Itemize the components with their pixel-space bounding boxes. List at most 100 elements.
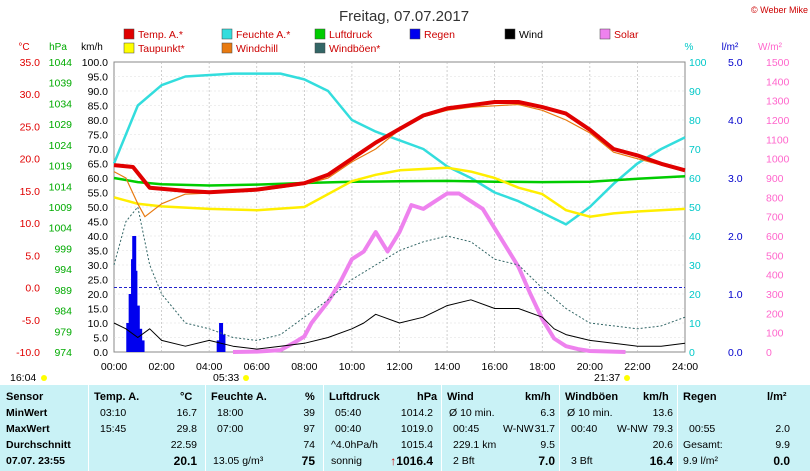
axis-tick-label: 100.0 [82,57,108,69]
x-tick-label: 08:00 [291,361,317,373]
table-col-pressure: Luftdruck hPa 05:40 00:40 ^4.0hPa/h sonn… [323,385,442,471]
temp-avg: 22.59 [170,439,197,451]
pressure-unit: hPa [417,391,438,403]
humidity-absolute: 13.05 g/m³ [213,455,264,467]
axis-tick-label: 35.0 [88,246,109,258]
axis-tick-label: 10.0 [88,318,109,330]
table-col-temp: Temp. A. °C 03:10 15:45 16.7 29.8 22.59 … [88,385,206,471]
temp-max-time: 15:45 [100,423,127,435]
sensor-header: Sensor [6,391,44,403]
axis-unit-label: W/m² [758,42,783,53]
pressure-current-value: 1016.4 [396,454,433,468]
axis-tick-label: 1.0 [728,289,743,301]
wind-min: 6.3 [540,407,555,419]
axis-unit-label: km/h [81,42,103,53]
legend-swatch [123,28,135,40]
axis-unit-label: °C [18,42,29,53]
axis-tick-label: 50 [689,202,701,214]
rain-total-today: 9.9 l/m² [683,455,719,467]
axis-tick-label: 10 [689,318,701,330]
axis-tick-label: 3.0 [728,173,743,185]
axis-tick-label: 85.0 [88,101,109,113]
rain-bar [221,334,226,352]
sunrise-time: 05:33 [213,372,239,384]
x-tick-label: 12:00 [386,361,412,373]
axis-tick-label: 90.0 [88,86,109,98]
pressure-header: Luftdruck [329,391,380,403]
trend-up-icon: ↑ [390,454,397,468]
axis-tick-label: 90 [689,86,701,98]
table-col-wind: Wind km/h Ø 10 min. 00:45 W-NW 229.1 km … [441,385,560,471]
axis-tick-label: 55.0 [88,188,109,200]
legend-label: Taupunkt* [138,43,185,55]
axis-tick-label: 999 [54,243,72,255]
gust-max: 79.3 [652,423,673,435]
rain-bar [216,340,221,352]
pressure-forecast: sonnig [331,455,362,467]
axis-tick-label: 1000 [766,154,790,166]
legend-swatch [314,42,326,54]
series-line-luftdruck [113,175,686,187]
axis-tick-label: 25.0 [88,275,109,287]
legend-label: Windchill [236,43,278,55]
row-label-max: MaxWert [6,423,50,435]
sunrise-marker [243,375,249,381]
axis-tick-label: 80 [689,115,701,127]
axis-tick-label: 1024 [49,140,73,152]
legend-swatch [314,28,326,40]
axis-tick-label: 400 [766,270,784,282]
humidity-unit: % [305,391,315,403]
axis-tick-label: 979 [54,326,72,338]
axis-tick-label: 65.0 [88,159,109,171]
humidity-max-time: 07:00 [217,423,244,435]
axis-tick-label: 20 [689,289,701,301]
temp-max: 29.8 [176,423,197,435]
legend-swatch [504,28,516,40]
sunset-marker [624,375,630,381]
x-tick-label: 00:00 [101,361,127,373]
table-col-sensor: Sensor MinWert MaxWert Durchschnitt 07.0… [0,385,89,471]
axis-tick-label: 1300 [766,96,790,108]
axis-tick-label: 35.0 [20,57,41,69]
axis-tick-label: 5.0 [728,57,743,69]
row-label-min: MinWert [6,407,48,419]
pressure-max-time: 00:40 [335,423,362,435]
axis-tick-label: 984 [54,306,72,318]
series-line-wind [113,299,686,350]
axis-tick-label: 70 [689,144,701,156]
rain-total-label: Gesamt: [683,439,723,451]
axis-tick-label: 700 [766,212,784,224]
humidity-header: Feuchte A. [211,391,267,403]
axis-tick-label: 30.0 [88,260,109,272]
sunset-time: 21:37 [594,372,620,384]
axis-tick-label: 0 [766,347,772,359]
legend-swatch [221,28,233,40]
x-tick-label: 04:00 [196,361,222,373]
axis-tick-label: 75.0 [88,130,109,142]
wind-current: 7.0 [538,454,555,468]
x-tick-label: 14:00 [434,361,460,373]
pressure-avg: 1015.4 [400,439,433,451]
legend-label: Windböen* [329,43,380,55]
axis-tick-label: 95.0 [88,72,109,84]
axis-tick-label: 20.0 [88,289,109,301]
pressure-min-time: 05:40 [335,407,362,419]
axis-tick-label: 994 [54,264,72,276]
axis-tick-label: 70.0 [88,144,109,156]
axis-tick-label: 1044 [49,57,73,69]
axis-tick-label: 0.0 [25,283,40,295]
gust-min: 13.6 [652,407,673,419]
axis-tick-label: 50.0 [88,202,109,214]
legend-label: Luftdruck [329,29,373,41]
weather-chart: Freitag, 07.07.2017 © Weber Mike Temp. A.*… [10,5,808,384]
legend-label: Wind [519,29,543,41]
axis-tick-label: 1014 [49,181,73,193]
axis-tick-label: 800 [766,192,784,204]
legend-label: Solar [614,29,639,41]
x-tick-label: 06:00 [244,361,270,373]
series-line-tempa [113,100,686,195]
axis-tick-label: 40.0 [88,231,109,243]
time-marker-left-dot [41,375,47,381]
axis-tick-label: 0 [689,347,695,359]
rain-unit: l/m² [767,391,787,403]
